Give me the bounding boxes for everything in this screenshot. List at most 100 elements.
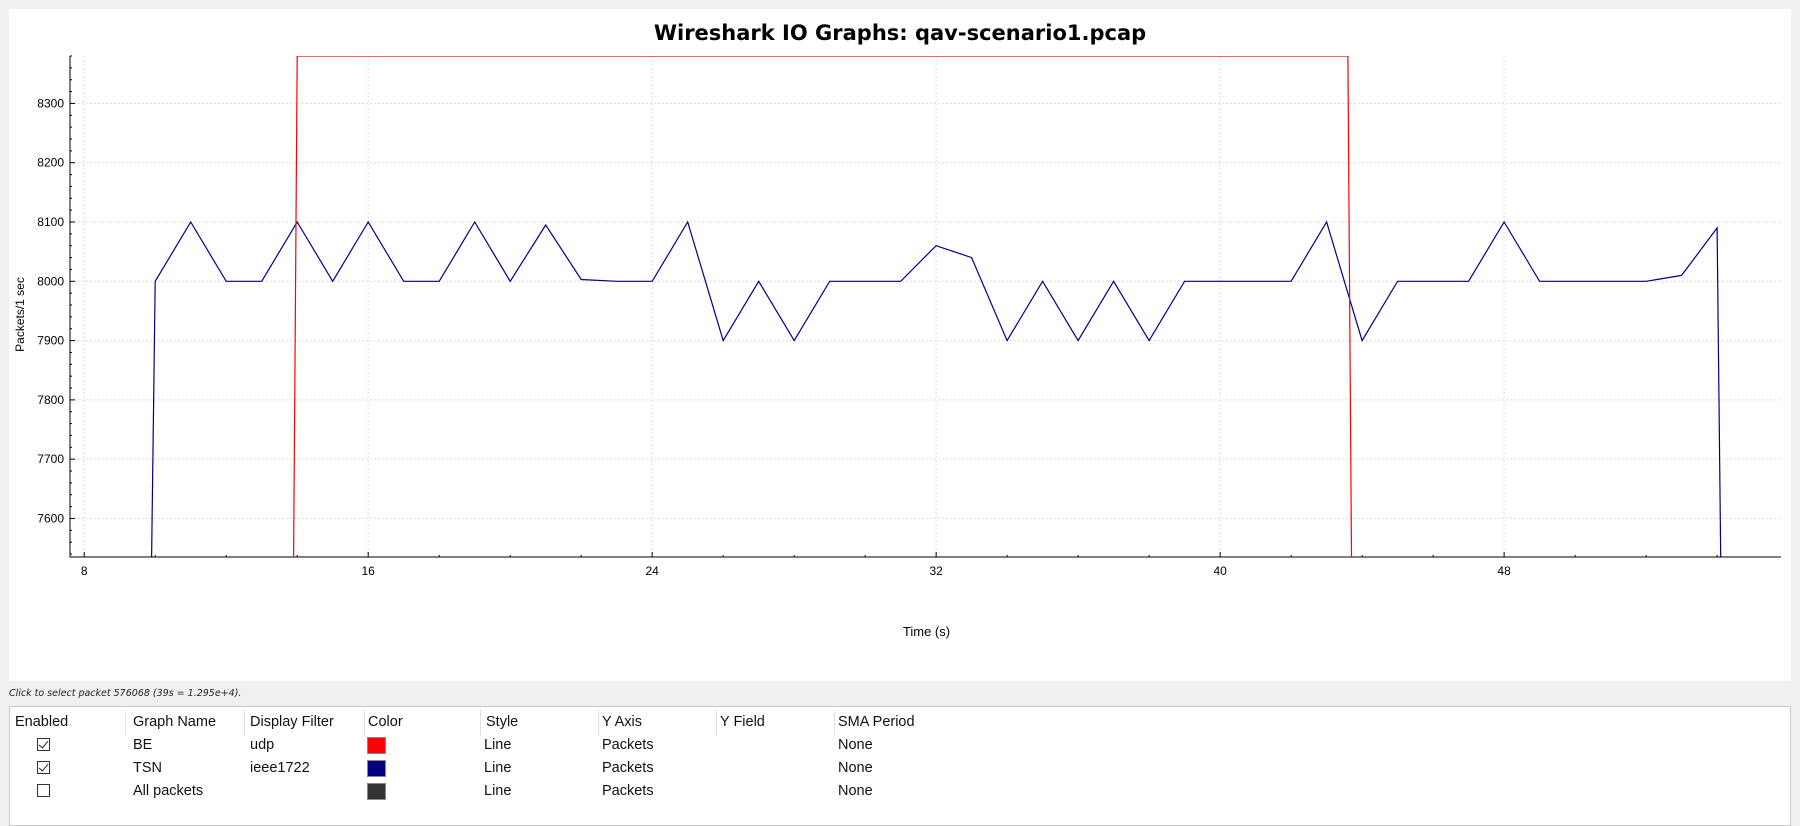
data-point-tsn[interactable]: [1289, 279, 1293, 283]
data-point-tsn[interactable]: [828, 279, 832, 283]
y-tick-label: 7900: [37, 334, 64, 348]
x-tick-label: 40: [1213, 564, 1227, 578]
row-style[interactable]: Line: [484, 737, 512, 753]
data-point-tsn[interactable]: [331, 279, 335, 283]
data-point-tsn[interactable]: [260, 279, 264, 283]
data-point-tsn[interactable]: [1112, 279, 1116, 283]
data-point-tsn[interactable]: [1076, 339, 1080, 343]
col-header-sma-period[interactable]: SMA Period: [838, 714, 915, 730]
row-color-swatch[interactable]: [367, 783, 386, 800]
data-point-tsn[interactable]: [1467, 279, 1471, 283]
data-point-tsn[interactable]: [1719, 555, 1723, 559]
data-point-tsn[interactable]: [153, 279, 157, 283]
data-point-tsn[interactable]: [508, 279, 512, 283]
col-header-style[interactable]: Style: [486, 714, 519, 730]
data-point-tsn[interactable]: [1573, 279, 1577, 283]
series-line-tsn[interactable]: [151, 220, 1722, 557]
col-header-y-axis[interactable]: Y Axis: [602, 714, 643, 730]
data-point-tsn[interactable]: [579, 278, 583, 282]
data-point-tsn[interactable]: [970, 256, 974, 260]
data-point-tsn[interactable]: [1396, 279, 1400, 283]
y-axis-label: Packets/1 sec: [13, 277, 27, 352]
data-point-tsn[interactable]: [189, 220, 193, 224]
data-point-tsn[interactable]: [1715, 226, 1719, 230]
col-header-color[interactable]: Color: [368, 714, 403, 730]
data-point-tsn[interactable]: [863, 279, 867, 283]
data-point-tsn[interactable]: [437, 279, 441, 283]
x-axis-label: Time (s): [903, 624, 950, 639]
data-point-tsn[interactable]: [224, 279, 228, 283]
row-color-swatch[interactable]: [367, 737, 386, 754]
data-point-tsn[interactable]: [1218, 279, 1222, 283]
row-sma-period[interactable]: None: [838, 783, 873, 799]
row-display-filter[interactable]: udp: [250, 737, 275, 753]
row-enabled-checkbox[interactable]: [37, 738, 50, 751]
data-point-tsn[interactable]: [721, 339, 725, 343]
col-header-graph-name[interactable]: Graph Name: [133, 714, 217, 730]
data-point-tsn[interactable]: [1325, 220, 1329, 224]
data-point-be[interactable]: [1349, 555, 1353, 559]
y-tick-label: 8100: [37, 215, 64, 229]
data-point-tsn[interactable]: [1041, 279, 1045, 283]
graph-table[interactable]: Enabled Graph Name Display Filter Color …: [9, 706, 1791, 826]
data-point-tsn[interactable]: [1254, 279, 1258, 283]
row-graph-name[interactable]: All packets: [133, 783, 204, 799]
col-separator: [480, 710, 481, 736]
row-graph-name[interactable]: BE: [133, 737, 153, 753]
row-y-axis[interactable]: Packets: [602, 737, 654, 753]
data-point-tsn[interactable]: [792, 339, 796, 343]
row-style[interactable]: Line: [484, 783, 512, 799]
data-point-tsn[interactable]: [1360, 339, 1364, 343]
data-point-tsn[interactable]: [366, 220, 370, 224]
x-tick-label: 8: [81, 564, 88, 578]
row-color-swatch[interactable]: [367, 760, 386, 777]
row-style[interactable]: Line: [484, 760, 512, 776]
data-point-tsn[interactable]: [473, 220, 477, 224]
row-sma-period[interactable]: None: [838, 737, 873, 753]
data-point-tsn[interactable]: [544, 223, 548, 227]
series-line-be[interactable]: [293, 56, 1353, 557]
col-separator: [244, 710, 245, 736]
data-point-tsn[interactable]: [1609, 279, 1613, 283]
row-enabled-checkbox[interactable]: [37, 761, 50, 774]
data-point-tsn[interactable]: [1147, 339, 1151, 343]
data-point-tsn[interactable]: [1183, 279, 1187, 283]
data-point-tsn[interactable]: [1502, 220, 1506, 224]
data-point-be[interactable]: [295, 54, 299, 58]
data-point-tsn[interactable]: [1644, 279, 1648, 283]
data-point-tsn[interactable]: [1005, 339, 1009, 343]
data-point-tsn[interactable]: [150, 555, 154, 559]
io-graph-plot[interactable]: 7600 7700 7800 7900 8000 8100 8200 8300 8 16 24 32 4…: [9, 9, 1791, 681]
row-y-axis[interactable]: Packets: [602, 783, 654, 799]
col-header-display-filter[interactable]: Display Filter: [250, 714, 334, 730]
col-separator: [716, 710, 717, 736]
row-enabled-checkbox[interactable]: [37, 784, 50, 797]
checkmark-icon: [38, 738, 49, 749]
col-separator: [364, 710, 365, 736]
y-tick-label: 7800: [37, 393, 64, 407]
data-point-tsn[interactable]: [615, 279, 619, 283]
data-point-tsn[interactable]: [899, 279, 903, 283]
data-point-tsn[interactable]: [686, 220, 690, 224]
data-point-be[interactable]: [1346, 54, 1350, 58]
row-sma-period[interactable]: None: [838, 760, 873, 776]
y-tick-label: 8200: [37, 156, 64, 170]
col-header-enabled[interactable]: Enabled: [15, 714, 69, 730]
data-point-tsn[interactable]: [402, 279, 406, 283]
y-tick-label: 8300: [37, 96, 64, 110]
data-point-tsn[interactable]: [934, 244, 938, 248]
x-tick-label: 32: [929, 564, 943, 578]
col-header-y-field[interactable]: Y Field: [720, 714, 765, 730]
data-point-tsn[interactable]: [1538, 279, 1542, 283]
data-point-tsn[interactable]: [1431, 279, 1435, 283]
row-y-axis[interactable]: Packets: [602, 760, 654, 776]
data-point-be[interactable]: [292, 555, 296, 559]
io-graph-plot-panel[interactable]: 7600 7700 7800 7900 8000 8100 8200 8300 8 16 24 32 4…: [9, 9, 1791, 681]
x-tick-label: 16: [362, 564, 376, 578]
data-point-tsn[interactable]: [757, 279, 761, 283]
data-point-tsn[interactable]: [650, 279, 654, 283]
row-display-filter[interactable]: ieee1722: [250, 760, 310, 776]
data-point-tsn[interactable]: [1680, 273, 1684, 277]
x-tick-label: 48: [1497, 564, 1511, 578]
row-graph-name[interactable]: TSN: [133, 760, 162, 776]
